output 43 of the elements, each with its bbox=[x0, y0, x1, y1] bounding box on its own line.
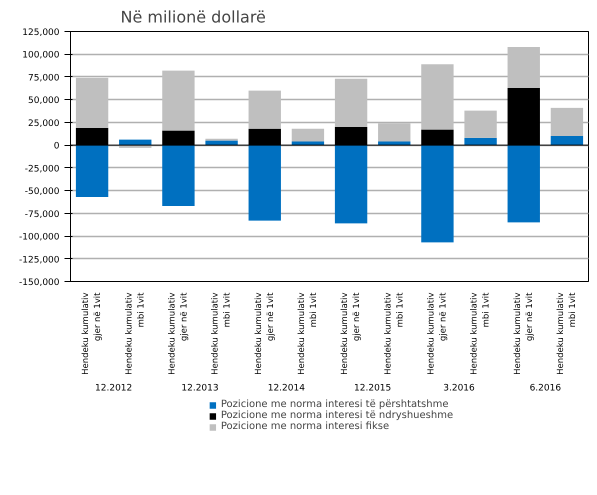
y-tick-label: 75,000 bbox=[28, 73, 60, 84]
bar bbox=[248, 145, 281, 221]
text: 12.2014 bbox=[268, 384, 306, 394]
bar bbox=[76, 145, 108, 197]
bar bbox=[334, 145, 368, 224]
text: 12.2013 bbox=[181, 384, 219, 394]
text: 6.2016 bbox=[530, 384, 562, 394]
legend-label: Pozicione me norma interesi fikse bbox=[220, 421, 390, 432]
bar bbox=[508, 145, 540, 222]
y-tick-label: -150,000 bbox=[19, 278, 60, 288]
y-tick-label: 125,000 bbox=[22, 28, 60, 38]
bar bbox=[508, 46, 540, 88]
bar bbox=[248, 90, 281, 129]
y-tick-label: -50,000 bbox=[24, 187, 60, 198]
bar bbox=[119, 145, 152, 148]
bar bbox=[421, 145, 454, 242]
bar bbox=[76, 78, 108, 128]
legend-label: Pozicione me norma interesi të ndryshueshme bbox=[220, 410, 454, 421]
bar bbox=[464, 110, 497, 138]
text: 3.2016 bbox=[443, 384, 476, 394]
y-tick-label: -100,000 bbox=[19, 232, 60, 243]
bar bbox=[550, 108, 584, 136]
bar bbox=[334, 78, 368, 127]
bar bbox=[550, 136, 584, 146]
bar bbox=[292, 128, 324, 142]
y-tick-label: -75,000 bbox=[24, 210, 60, 220]
bar bbox=[119, 140, 152, 146]
bar bbox=[421, 64, 454, 130]
y-tick-label: -125,000 bbox=[19, 255, 60, 266]
bar bbox=[162, 145, 195, 206]
y-tick-label: 100,000 bbox=[22, 50, 60, 61]
y-tick-label: -25,000 bbox=[24, 164, 60, 174]
legend-label: Pozicione me norma interesi të përshtatshme bbox=[220, 399, 448, 410]
y-tick-label: 25,000 bbox=[28, 118, 60, 129]
x-tick-label: Hendeku kumulativ gjer në 1vit bbox=[81, 292, 104, 375]
bar bbox=[162, 70, 195, 131]
text: 12.2015 bbox=[354, 384, 392, 394]
y-tick-label: 0 bbox=[54, 142, 60, 152]
bar bbox=[464, 138, 497, 146]
bar bbox=[378, 123, 410, 142]
text: 12.2012 bbox=[95, 384, 132, 394]
y-tick-label: 50,000 bbox=[28, 96, 60, 106]
chart-title: Në milionë dollarë bbox=[120, 8, 266, 26]
